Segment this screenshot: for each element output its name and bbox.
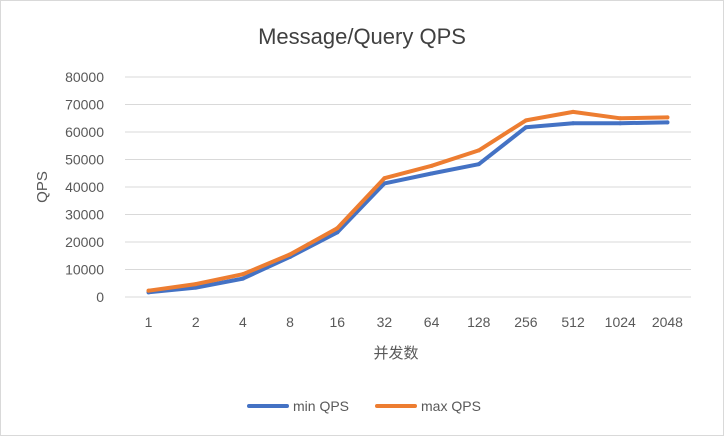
data-point	[335, 226, 340, 231]
legend: min QPS max QPS	[247, 398, 481, 414]
data-point	[571, 109, 576, 114]
data-point	[523, 125, 528, 130]
y-tick-label: 0	[96, 289, 104, 305]
data-point	[476, 148, 481, 153]
x-axis-ticks: 1 2 4 8 16 32 64 128 256 512 1024 2048	[145, 314, 684, 330]
data-point	[240, 272, 245, 277]
y-tick-label: 60000	[65, 124, 104, 140]
y-tick-label: 50000	[65, 152, 104, 168]
data-point	[618, 116, 623, 121]
data-point	[146, 288, 151, 293]
data-point	[618, 121, 623, 126]
data-point	[523, 118, 528, 123]
data-point	[193, 282, 198, 287]
series-lines	[146, 109, 670, 295]
x-tick-label: 2048	[652, 314, 683, 330]
y-tick-label: 70000	[65, 97, 104, 113]
y-tick-label: 30000	[65, 207, 104, 223]
x-tick-label: 256	[514, 314, 538, 330]
x-tick-label: 64	[424, 314, 440, 330]
x-tick-label: 512	[561, 314, 585, 330]
data-point	[571, 121, 576, 126]
data-point	[288, 252, 293, 257]
x-tick-label: 2	[192, 314, 200, 330]
y-tick-label: 40000	[65, 179, 104, 195]
x-tick-label: 8	[286, 314, 294, 330]
data-point	[429, 163, 434, 168]
legend-label: min QPS	[293, 398, 349, 414]
x-tick-label: 16	[329, 314, 345, 330]
series-line-min-qps	[146, 120, 670, 295]
x-tick-label: 128	[467, 314, 491, 330]
y-tick-label: 20000	[65, 234, 104, 250]
x-tick-label: 1	[145, 314, 153, 330]
data-point	[335, 230, 340, 235]
x-tick-label: 32	[377, 314, 393, 330]
gridlines	[125, 76, 691, 298]
series-line-max-qps	[146, 109, 670, 293]
y-tick-label: 10000	[65, 262, 104, 278]
data-point	[429, 171, 434, 176]
x-tick-label: 1024	[605, 314, 636, 330]
x-axis-label: 并发数	[373, 345, 418, 362]
legend-label: max QPS	[421, 398, 481, 414]
data-point	[382, 176, 387, 181]
data-point	[240, 276, 245, 281]
data-point	[382, 181, 387, 186]
chart-title: Message/Query QPS	[258, 24, 466, 49]
x-tick-label: 4	[239, 314, 247, 330]
data-point	[193, 285, 198, 290]
y-tick-label: 80000	[65, 69, 104, 85]
y-axis-ticks: 0 10000 20000 30000 40000 50000 60000 70000 8000…	[65, 69, 104, 305]
data-point	[476, 162, 481, 167]
data-point	[665, 120, 670, 125]
y-axis-label: QPS	[34, 171, 51, 203]
data-point	[665, 115, 670, 120]
